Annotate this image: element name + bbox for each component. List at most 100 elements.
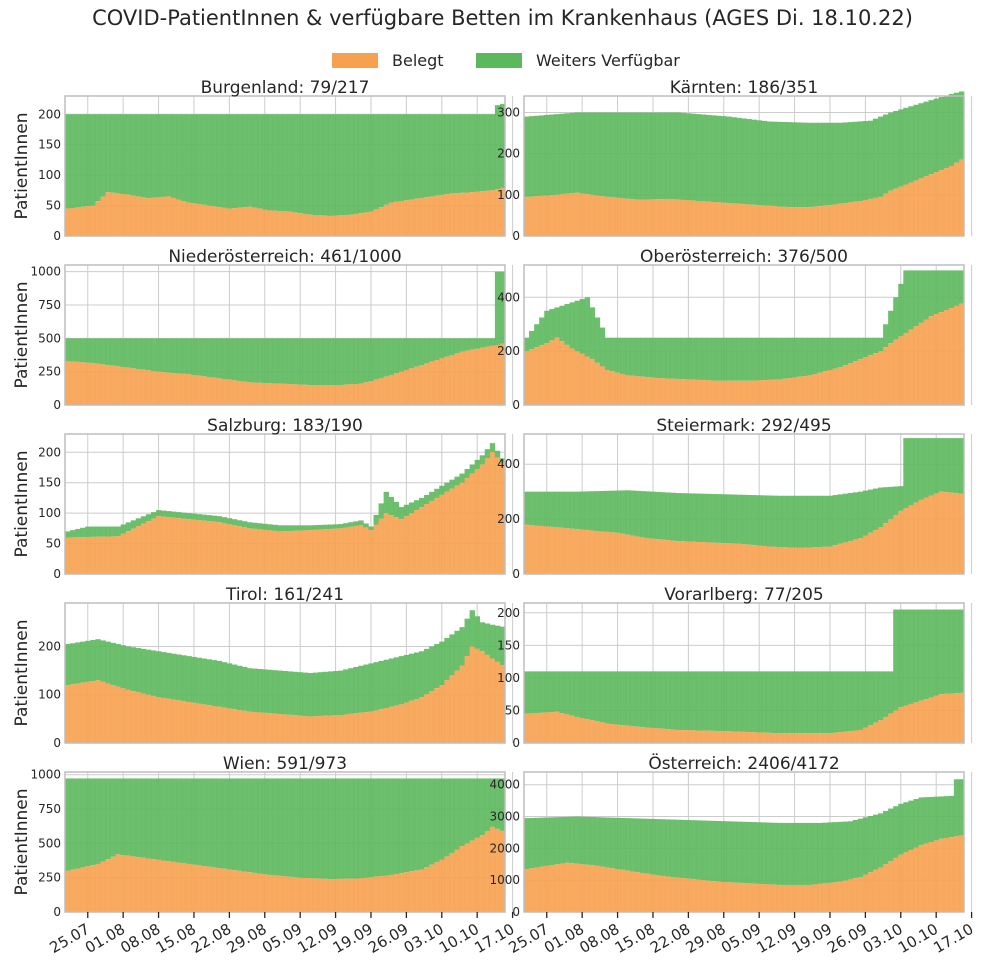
bar-belegt — [191, 519, 197, 574]
bar-verfuegbar — [953, 779, 960, 837]
bar-verfuegbar — [888, 486, 894, 520]
bar-verfuegbar — [449, 778, 455, 853]
bar-verfuegbar — [604, 112, 611, 197]
bar-belegt — [333, 215, 339, 236]
bar-belegt — [408, 871, 415, 912]
bar-belegt — [908, 849, 914, 912]
bar-belegt — [403, 702, 410, 743]
bar-belegt — [449, 488, 455, 574]
bar-belegt — [221, 707, 228, 743]
bar-belegt — [918, 322, 924, 405]
bar-verfuegbar — [333, 670, 339, 716]
bar-verfuegbar — [424, 494, 430, 504]
bar-belegt — [196, 520, 202, 574]
bar-belegt — [459, 482, 465, 574]
bar-belegt — [125, 531, 132, 574]
panel-title: Wien: 591/973 — [223, 754, 347, 774]
bar-verfuegbar — [277, 114, 283, 212]
bar-verfuegbar — [449, 114, 455, 194]
bar-belegt — [226, 869, 233, 912]
bar-belegt — [837, 732, 843, 743]
bar-verfuegbar — [741, 118, 747, 205]
bar-verfuegbar — [65, 114, 71, 209]
bar-belegt — [534, 525, 540, 574]
bar-belegt — [221, 379, 228, 405]
bar-belegt — [893, 514, 899, 574]
bar-belegt — [544, 195, 550, 236]
plot-frame — [64, 264, 506, 406]
bar-verfuegbar — [635, 337, 641, 377]
bar-belegt — [852, 730, 859, 743]
bar-verfuegbar — [564, 671, 570, 715]
bar-verfuegbar — [459, 338, 465, 352]
bar-belegt — [630, 871, 636, 912]
bar-verfuegbar — [353, 114, 359, 214]
bar-belegt — [872, 530, 879, 574]
bar-belegt — [80, 682, 86, 743]
bar-belegt — [186, 519, 192, 574]
bar-belegt — [100, 681, 106, 743]
bar-belegt — [645, 873, 651, 912]
bar-belegt — [211, 521, 218, 574]
bar-verfuegbar — [449, 338, 455, 355]
bar-verfuegbar — [695, 114, 702, 201]
bar-belegt — [424, 867, 430, 912]
bar-verfuegbar — [857, 491, 864, 539]
bar-belegt — [206, 377, 212, 405]
bar-verfuegbar — [135, 518, 142, 527]
bar-verfuegbar — [690, 820, 697, 880]
bar-verfuegbar — [363, 114, 369, 213]
bar-belegt — [731, 380, 737, 405]
y-tick-label: 100 — [38, 506, 61, 520]
bar-belegt — [135, 526, 142, 574]
bar-verfuegbar — [85, 778, 91, 867]
bar-belegt — [903, 332, 909, 405]
bar-belegt — [594, 362, 601, 405]
bar-verfuegbar — [75, 642, 81, 684]
bar-belegt — [388, 375, 395, 405]
bar-verfuegbar — [625, 818, 631, 871]
bar-verfuegbar — [444, 482, 450, 492]
bar-belegt — [70, 537, 76, 574]
bar-verfuegbar — [196, 514, 202, 521]
bar-verfuegbar — [953, 609, 960, 694]
bar-belegt — [272, 383, 278, 405]
bar-belegt — [75, 868, 81, 912]
bar-belegt — [579, 718, 585, 743]
bar-verfuegbar — [267, 114, 273, 211]
bar-verfuegbar — [70, 778, 76, 870]
bar-belegt — [660, 199, 666, 236]
bar-belegt — [781, 547, 788, 574]
y-tick-label: 150 — [38, 138, 61, 152]
bar-verfuegbar — [544, 491, 550, 527]
bar-belegt — [645, 199, 651, 236]
bar-verfuegbar — [549, 309, 555, 341]
bar-verfuegbar — [584, 816, 591, 865]
bar-verfuegbar — [383, 114, 389, 205]
bar-verfuegbar — [645, 491, 651, 539]
bar-belegt — [479, 464, 486, 574]
bar-belegt — [424, 197, 430, 236]
bar-verfuegbar — [439, 485, 445, 495]
bar-belegt — [484, 654, 491, 743]
bar-verfuegbar — [100, 640, 106, 682]
bar-verfuegbar — [594, 817, 601, 866]
bar-verfuegbar — [872, 488, 879, 531]
bar-verfuegbar — [635, 671, 641, 727]
bar-verfuegbar — [85, 338, 91, 363]
bar-verfuegbar — [650, 818, 656, 875]
bar-belegt — [272, 210, 278, 236]
bar-verfuegbar — [534, 491, 540, 526]
bar-verfuegbar — [862, 671, 869, 728]
bar-belegt — [665, 540, 671, 574]
bar-verfuegbar — [928, 270, 934, 317]
bar-verfuegbar — [125, 646, 132, 690]
bar-belegt — [958, 835, 965, 912]
bar-belegt — [822, 733, 828, 743]
bar-belegt — [90, 205, 96, 236]
bar-belegt — [100, 364, 106, 405]
bar-belegt — [287, 714, 293, 743]
bar-verfuegbar — [599, 327, 606, 367]
plot-frame — [523, 433, 965, 575]
bar-belegt — [166, 698, 172, 743]
